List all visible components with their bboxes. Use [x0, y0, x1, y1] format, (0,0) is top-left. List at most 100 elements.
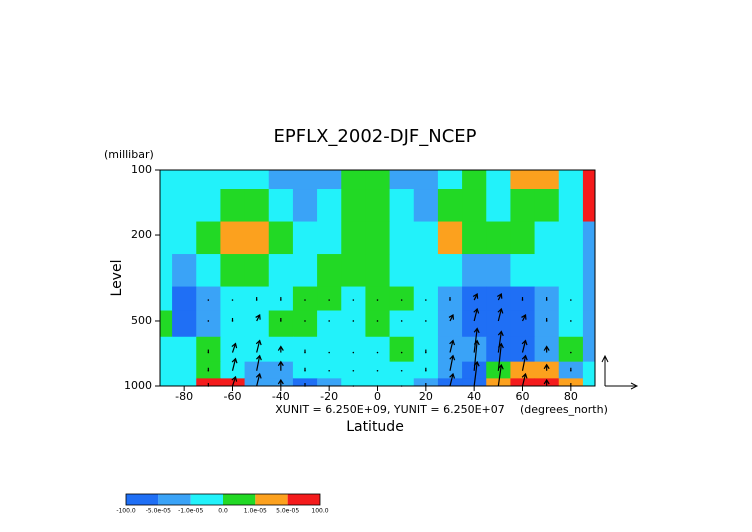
contour-cell [413, 378, 439, 387]
vector-arrow [352, 369, 355, 372]
arrow-head [231, 375, 238, 382]
contour-cell [558, 286, 584, 312]
arrow-head [496, 293, 503, 299]
arrow-dot [328, 351, 330, 354]
x-axis-label: Latitude [346, 419, 404, 435]
vector-arrow [449, 297, 451, 301]
contour-cell [413, 336, 439, 363]
contour-cell [558, 378, 584, 387]
contour-cell [365, 310, 391, 338]
vector-arrow [425, 367, 427, 372]
arrow-shaft [449, 340, 454, 353]
x-unit: (degrees_north) [520, 403, 608, 416]
contour-cell [196, 254, 221, 288]
contour-cell [292, 378, 318, 387]
vector-arrow [231, 317, 234, 322]
contour-cell [196, 189, 221, 223]
arrow-dot [425, 299, 427, 301]
x-tick-label: -80 [175, 390, 193, 403]
colorbar-swatch [126, 494, 159, 505]
arrow-dot [304, 351, 306, 354]
arrow-dot [304, 369, 306, 372]
contour-cell [534, 254, 560, 288]
contour-cell [437, 254, 463, 288]
contour-cell [220, 310, 246, 338]
arrow-head [231, 357, 238, 364]
arrow-head [473, 307, 480, 314]
vector-arrow [521, 354, 528, 371]
vector-arrow [400, 320, 403, 322]
vector-arrow [207, 299, 210, 301]
contour-cell [510, 221, 536, 255]
arrow-head [255, 339, 262, 346]
contour-cell [220, 189, 246, 223]
contour-cell [317, 310, 342, 338]
arrow-head [448, 313, 455, 320]
contour-cell [510, 254, 536, 288]
arrow-dot [207, 351, 210, 354]
vector-arrow [255, 297, 258, 301]
contour-cell [582, 254, 596, 288]
contour-cell [582, 189, 596, 223]
contour-cell [341, 378, 366, 387]
contour-cell [160, 310, 173, 338]
contour-cell [172, 286, 197, 312]
vector-arrow [425, 320, 427, 322]
contour-cell [317, 378, 342, 387]
arrow-dot [352, 320, 355, 322]
contour-cell [196, 336, 221, 363]
contour-cell [437, 221, 463, 255]
arrow-shaft [231, 376, 237, 387]
contour-cell [244, 189, 270, 223]
contour-cell [534, 221, 560, 255]
vector-arrow [280, 297, 282, 301]
vector-arrow [207, 367, 210, 372]
contour-cell [172, 254, 197, 288]
colorbar-swatch [287, 494, 320, 505]
vector-arrow [497, 342, 504, 371]
arrow-dot [304, 320, 306, 322]
contour-cell [558, 221, 584, 255]
contour-cell [558, 189, 584, 223]
contour-cell [160, 286, 173, 312]
arrow-dot [425, 351, 427, 354]
contour-cell [341, 336, 366, 363]
x-tick-label: -40 [272, 390, 290, 403]
arrow-shaft [256, 340, 261, 353]
contour-cell [292, 286, 318, 312]
plot-area [160, 170, 596, 387]
contour-cell [389, 221, 415, 255]
contour-cell [196, 378, 221, 387]
arrow-dot [207, 369, 210, 372]
contour-cell [486, 310, 511, 338]
y-tick-label: 200 [131, 228, 152, 241]
arrow-dot [425, 320, 427, 322]
contour-cell [365, 336, 391, 363]
vector-arrow [352, 320, 355, 322]
arrow-dot [376, 369, 379, 372]
y-tick-label: 500 [131, 314, 152, 327]
contour-cell [244, 310, 270, 338]
vector-arrow [497, 363, 504, 387]
contour-cell [268, 310, 294, 338]
contour-cell [268, 254, 294, 288]
arrow-dot [400, 320, 403, 322]
arrow-dot [400, 369, 403, 372]
contour-cell [365, 221, 391, 255]
vector-arrow [521, 297, 524, 301]
arrow-head [449, 372, 456, 379]
contour-cell [292, 170, 318, 190]
vector-arrow [231, 357, 238, 371]
arrow-shaft [473, 361, 478, 387]
arrow-head [521, 313, 527, 320]
contour-cell [341, 221, 366, 255]
arrow-dot [570, 369, 572, 372]
vector-arrow [328, 369, 330, 372]
contour-cell [413, 310, 439, 338]
contour-cell [413, 221, 439, 255]
arrow-dot [328, 299, 330, 301]
arrow-shaft [497, 343, 502, 371]
chart-title: EPFLX_2002-DJF_NCEP [273, 126, 476, 147]
contour-cell [462, 170, 487, 190]
contour-cell [389, 310, 415, 338]
